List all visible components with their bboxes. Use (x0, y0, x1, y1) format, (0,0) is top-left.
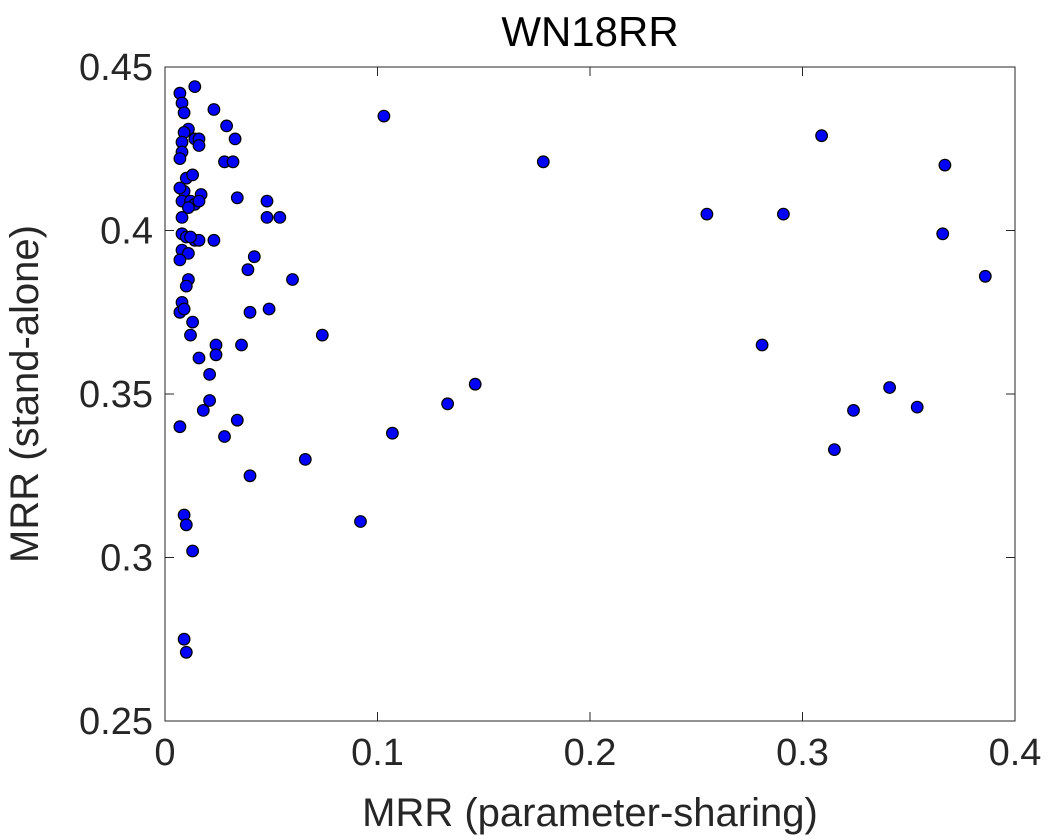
data-point (175, 210, 189, 224)
data-point (207, 103, 221, 116)
data-point (188, 80, 202, 93)
data-point (192, 351, 206, 365)
data-point (755, 338, 769, 352)
data-point (192, 194, 206, 208)
x-axis: 0 0.1 0.2 0.3 0.4 (154, 67, 1041, 774)
data-point (173, 181, 187, 195)
x-tick-label: 0 (154, 732, 175, 774)
data-point (230, 191, 244, 205)
data-point (186, 315, 200, 329)
y-tick-label: 0.4 (100, 211, 153, 253)
data-point (468, 377, 482, 391)
data-point (173, 152, 187, 166)
data-point (386, 426, 399, 440)
data-point (243, 305, 257, 319)
data-point (273, 210, 287, 224)
data-point (181, 246, 195, 260)
data-point (260, 210, 274, 224)
data-point (220, 119, 234, 133)
data-point (173, 253, 187, 267)
y-tick-label: 0.45 (79, 47, 153, 89)
data-point (184, 230, 197, 244)
data-points (173, 80, 992, 659)
data-point (179, 645, 193, 659)
data-point (196, 404, 210, 417)
x-tick-label: 0.1 (351, 732, 404, 774)
data-point (207, 233, 221, 247)
data-point (441, 397, 455, 411)
data-point (179, 279, 193, 293)
data-point (228, 132, 242, 146)
data-point (179, 518, 193, 532)
data-point (173, 420, 187, 434)
data-point (298, 453, 312, 466)
data-point (260, 194, 274, 208)
data-point (978, 269, 992, 283)
data-point (910, 400, 924, 414)
x-axis-label: MRR (parameter-sharing) (362, 791, 818, 835)
axes-frame (164, 66, 1016, 722)
data-point (177, 632, 191, 646)
data-point (230, 413, 244, 427)
data-point (286, 273, 299, 286)
data-point (218, 430, 231, 443)
y-tick-label: 0.35 (79, 374, 153, 416)
data-point (235, 338, 248, 352)
data-point (243, 469, 257, 483)
y-tick-label: 0.3 (100, 538, 153, 580)
data-point (177, 106, 191, 120)
data-point (815, 129, 828, 143)
data-point (777, 207, 790, 221)
y-axis-label: MRR (stand-alone) (3, 225, 47, 563)
data-point (247, 250, 261, 264)
data-point (177, 302, 191, 316)
data-point (315, 328, 329, 342)
data-point (203, 394, 217, 407)
data-point (828, 443, 841, 457)
y-tick-label: 0.25 (79, 701, 153, 743)
data-point (377, 109, 391, 123)
data-point (203, 368, 217, 381)
data-point (936, 227, 950, 241)
data-point (181, 201, 195, 215)
x-tick-label: 0.3 (776, 732, 829, 774)
data-point (241, 263, 255, 277)
y-axis: 0.25 0.3 0.35 0.4 0.45 (79, 47, 1015, 743)
data-point (938, 158, 952, 172)
data-point (192, 139, 206, 152)
x-tick-label: 0.2 (564, 732, 617, 774)
plot-area: 0 0.1 0.2 0.3 0.4 0.25 0.3 0.35 0.4 0.45 (79, 47, 1041, 774)
data-point (262, 302, 276, 316)
chart-title: WN18RR (501, 8, 678, 55)
data-point (536, 155, 550, 169)
data-point (354, 515, 367, 528)
data-point (847, 404, 860, 417)
data-point (184, 328, 197, 342)
data-point (186, 168, 200, 182)
x-tick-label: 0.4 (989, 732, 1042, 774)
data-point (209, 348, 223, 362)
data-point (883, 381, 896, 394)
data-point (186, 544, 200, 558)
data-point (700, 207, 714, 221)
data-point (226, 155, 240, 169)
